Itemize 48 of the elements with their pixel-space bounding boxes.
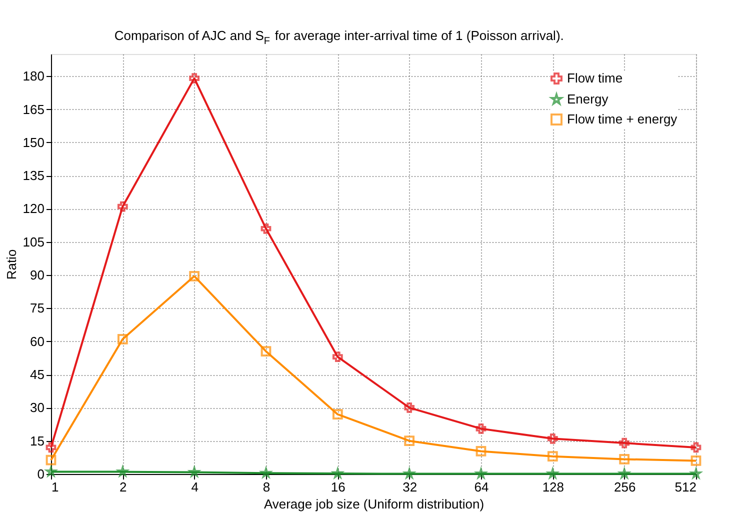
legend-label: Energy bbox=[567, 92, 609, 106]
point bbox=[476, 424, 486, 434]
y-tick-label: 135 bbox=[22, 168, 44, 184]
y-tick-label: 15 bbox=[30, 433, 44, 448]
x-tick-label: 128 bbox=[542, 480, 564, 494]
point bbox=[619, 438, 630, 448]
x-tick-label: 16 bbox=[330, 480, 346, 494]
point bbox=[404, 402, 415, 413]
point bbox=[260, 346, 272, 356]
y-tick-label: 30 bbox=[30, 400, 44, 416]
point bbox=[117, 334, 128, 344]
x-tick-label: 4 bbox=[191, 480, 198, 494]
point bbox=[690, 456, 702, 466]
x-axis-title: Average job size (Uniform distribution) bbox=[264, 496, 484, 512]
point bbox=[46, 454, 56, 466]
legend-label: Flow time + energy bbox=[567, 112, 678, 126]
x-tick-label: 64 bbox=[474, 480, 489, 494]
point bbox=[404, 436, 415, 446]
y-tick-label: 105 bbox=[22, 234, 44, 250]
y-tick-label: 75 bbox=[30, 300, 44, 316]
legend-label: Flow time bbox=[567, 70, 623, 86]
point bbox=[476, 446, 486, 456]
y-tick-label: 90 bbox=[30, 268, 44, 283]
y-tick-label: 180 bbox=[22, 68, 44, 84]
point bbox=[690, 442, 702, 453]
point bbox=[117, 201, 128, 212]
point bbox=[547, 433, 558, 444]
point bbox=[332, 409, 343, 420]
y-tick-label: 165 bbox=[22, 102, 44, 117]
point bbox=[189, 270, 200, 282]
point bbox=[547, 451, 558, 462]
x-tick-label: 2 bbox=[120, 480, 127, 494]
y-tick-label: 120 bbox=[22, 201, 44, 216]
y-tick-label: 0 bbox=[37, 466, 44, 482]
x-tick-label: 512 bbox=[674, 480, 696, 494]
point bbox=[260, 223, 272, 234]
x-tick-label: 1 bbox=[52, 480, 59, 494]
y-tick-label: 60 bbox=[30, 334, 44, 349]
point bbox=[332, 352, 343, 362]
point bbox=[619, 454, 630, 464]
x-tick-label: 32 bbox=[402, 480, 418, 494]
point bbox=[46, 442, 56, 453]
y-tick-label: 45 bbox=[30, 367, 44, 382]
y-axis-title: Ratio bbox=[4, 249, 19, 280]
x-tick-label: 256 bbox=[614, 480, 636, 494]
x-tick-label: 8 bbox=[262, 480, 270, 494]
y-tick-label: 150 bbox=[22, 134, 44, 150]
point bbox=[189, 73, 200, 84]
